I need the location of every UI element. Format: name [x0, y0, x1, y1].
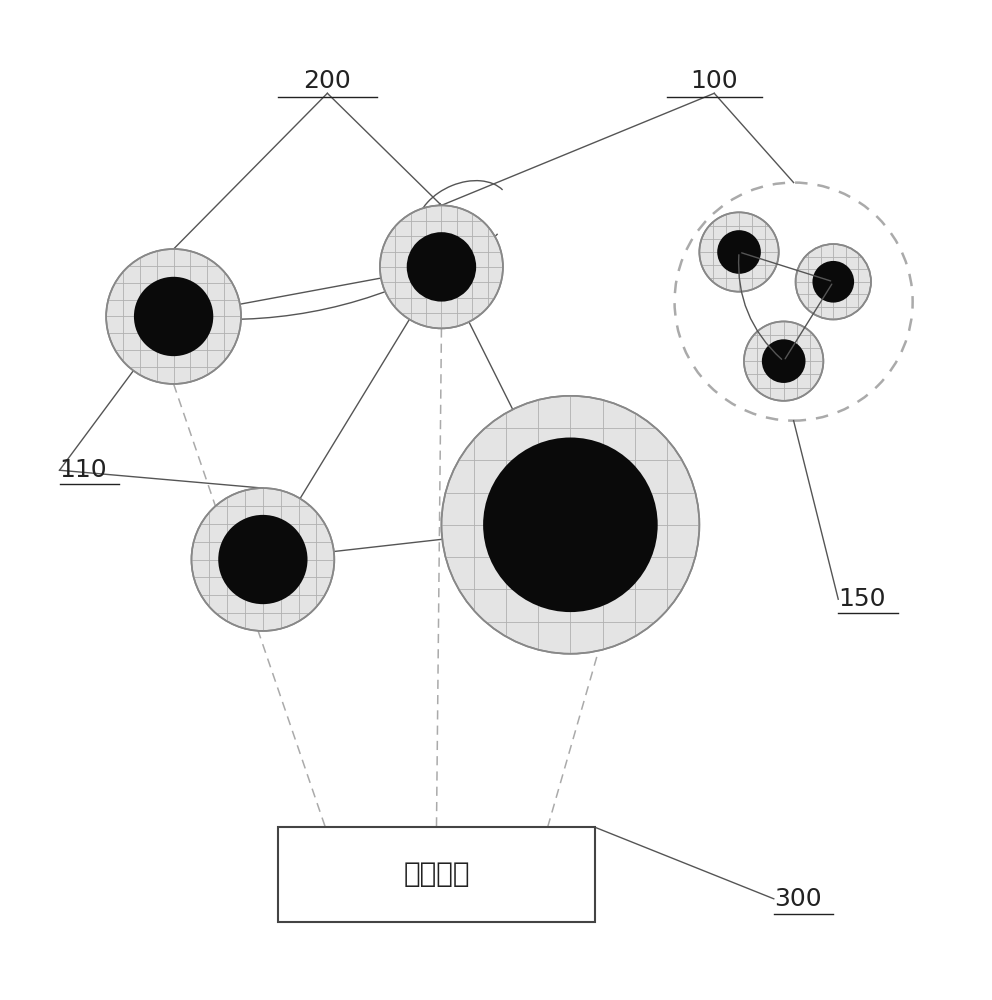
Circle shape [218, 515, 308, 604]
Text: 200: 200 [304, 69, 351, 93]
Circle shape [441, 396, 699, 654]
Circle shape [812, 261, 854, 303]
Text: 100: 100 [690, 69, 738, 93]
Text: 300: 300 [774, 887, 821, 911]
Circle shape [699, 212, 779, 292]
Text: 110: 110 [60, 458, 107, 482]
Text: 150: 150 [838, 587, 886, 611]
FancyBboxPatch shape [278, 827, 595, 922]
Circle shape [762, 339, 806, 383]
Circle shape [796, 244, 871, 319]
Circle shape [744, 321, 823, 401]
Circle shape [106, 249, 241, 384]
Circle shape [407, 232, 476, 302]
Circle shape [191, 488, 334, 631]
Text: 分析单元: 分析单元 [403, 860, 470, 888]
Circle shape [483, 438, 658, 612]
Circle shape [717, 230, 761, 274]
Circle shape [134, 277, 213, 356]
Circle shape [380, 205, 503, 328]
